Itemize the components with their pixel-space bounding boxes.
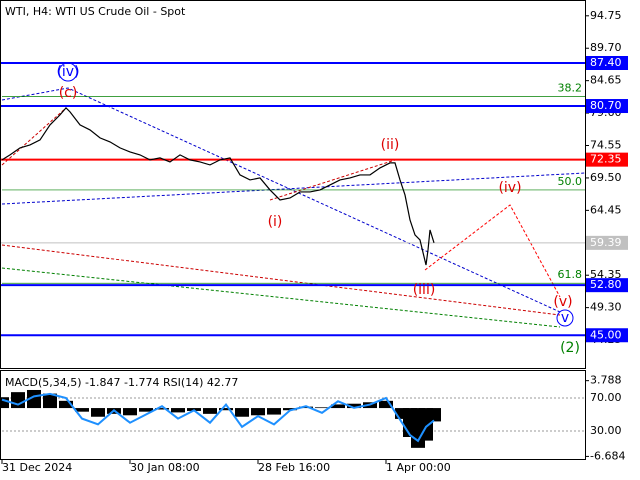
y-tick-label: 70.00 [590, 391, 622, 404]
y-tick-label: 64.45 [590, 203, 622, 216]
x-tick-label: 1 Apr 00:00 [386, 461, 451, 474]
wave-labels: (iv) (c) (ii) (i) (iii) (iv) (v) v (2) [56, 62, 580, 356]
wave-label: (iv) [498, 180, 521, 196]
histogram-bar [75, 408, 89, 412]
fib-label: 61.8 [558, 268, 583, 281]
projection-line [424, 204, 561, 298]
y-tick-label: 49.30 [590, 301, 622, 314]
y-tick-label: 30.00 [590, 424, 622, 437]
histogram-bar [235, 408, 249, 417]
histogram-bar [379, 400, 393, 409]
wave-label: (i) [268, 214, 283, 230]
wave-label: (c) [59, 85, 78, 101]
level-tag [586, 328, 628, 343]
trend-line [1, 87, 561, 313]
y-tick-label: 94.75 [590, 9, 622, 22]
trend-line [1, 244, 561, 316]
y-tick-label: 74.55 [590, 139, 622, 152]
rsi-line [1, 392, 435, 443]
histogram-bar [91, 408, 105, 417]
level-label: 87.40 [590, 56, 622, 69]
histogram-bar [59, 400, 73, 409]
level-tag [586, 56, 628, 70]
wave-circle [556, 309, 574, 327]
level-label: 59.39 [590, 236, 622, 249]
level-tag [586, 152, 628, 167]
histogram-bar [315, 407, 329, 409]
histogram-bar [0, 397, 9, 409]
level-tag [586, 278, 628, 293]
wave-circle [58, 62, 78, 82]
x-tick-label: 31 Dec 2024 [2, 461, 72, 474]
trend-lines [1, 87, 586, 328]
x-tick-label: 28 Feb 16:00 [258, 461, 330, 474]
histogram-bar [123, 408, 137, 416]
level-tag [586, 99, 628, 114]
histogram-bar [139, 408, 153, 412]
histogram-bar [203, 408, 217, 414]
price-line [1, 107, 435, 266]
chart-title: WTI, H4: WTI US Crude Oil - Spot [5, 5, 186, 18]
trend-line [1, 172, 586, 205]
wave-label: (ii) [381, 137, 400, 153]
histogram-bar [283, 408, 297, 411]
wave-label: (iii) [413, 282, 436, 298]
indicator-frame [0, 370, 586, 460]
level-label: 80.70 [590, 99, 622, 112]
histogram-bar [27, 389, 41, 409]
histogram-bar [11, 392, 25, 409]
level-tag [586, 235, 628, 250]
x-tick-label: 30 Jan 08:00 [130, 461, 200, 474]
histogram-bar [299, 406, 313, 409]
wave-label: (v) [553, 294, 572, 310]
level-label: 45.00 [590, 328, 622, 341]
trend-line [269, 159, 396, 201]
histogram-bar [155, 408, 169, 410]
histogram-bar [219, 408, 233, 411]
y2-tick-label: -6.684 [590, 449, 625, 462]
main-panel: 44.2549.3054.3559.4064.4569.5074.5579.60… [0, 9, 628, 474]
histogram-bar [251, 408, 265, 416]
histogram-bar [171, 408, 185, 413]
wave-label: v [561, 310, 569, 326]
y2-tick-label: 3.788 [590, 374, 622, 387]
trend-line [1, 107, 67, 166]
histogram-bar [347, 403, 361, 409]
histogram-bar [43, 393, 57, 409]
y-tick-label: 54.35 [590, 268, 622, 281]
level-label: 72.35 [590, 153, 622, 166]
trend-line [1, 267, 561, 328]
wave-label: (2) [560, 340, 580, 356]
indicator-panel: 70.00 30.00 3.788 -6.684 [0, 374, 625, 462]
indicator-title: MACD(5,34,5) -1.847 -1.774 RSI(14) 42.77 [5, 376, 238, 389]
wave-label: (iv) [56, 64, 79, 80]
level-label: 52.80 [590, 278, 622, 291]
histogram-bar [427, 408, 441, 422]
histogram-bar [395, 408, 409, 419]
histogram-bar [331, 404, 345, 409]
y-tick-label: 69.50 [590, 171, 622, 184]
fib-label: 38.2 [558, 82, 583, 95]
histogram-bar [267, 408, 281, 415]
fib-label: 50.0 [558, 175, 583, 188]
main-frame [0, 0, 586, 369]
y-tick-label: 89.70 [590, 41, 622, 54]
y-tick-label: 84.65 [590, 74, 622, 87]
